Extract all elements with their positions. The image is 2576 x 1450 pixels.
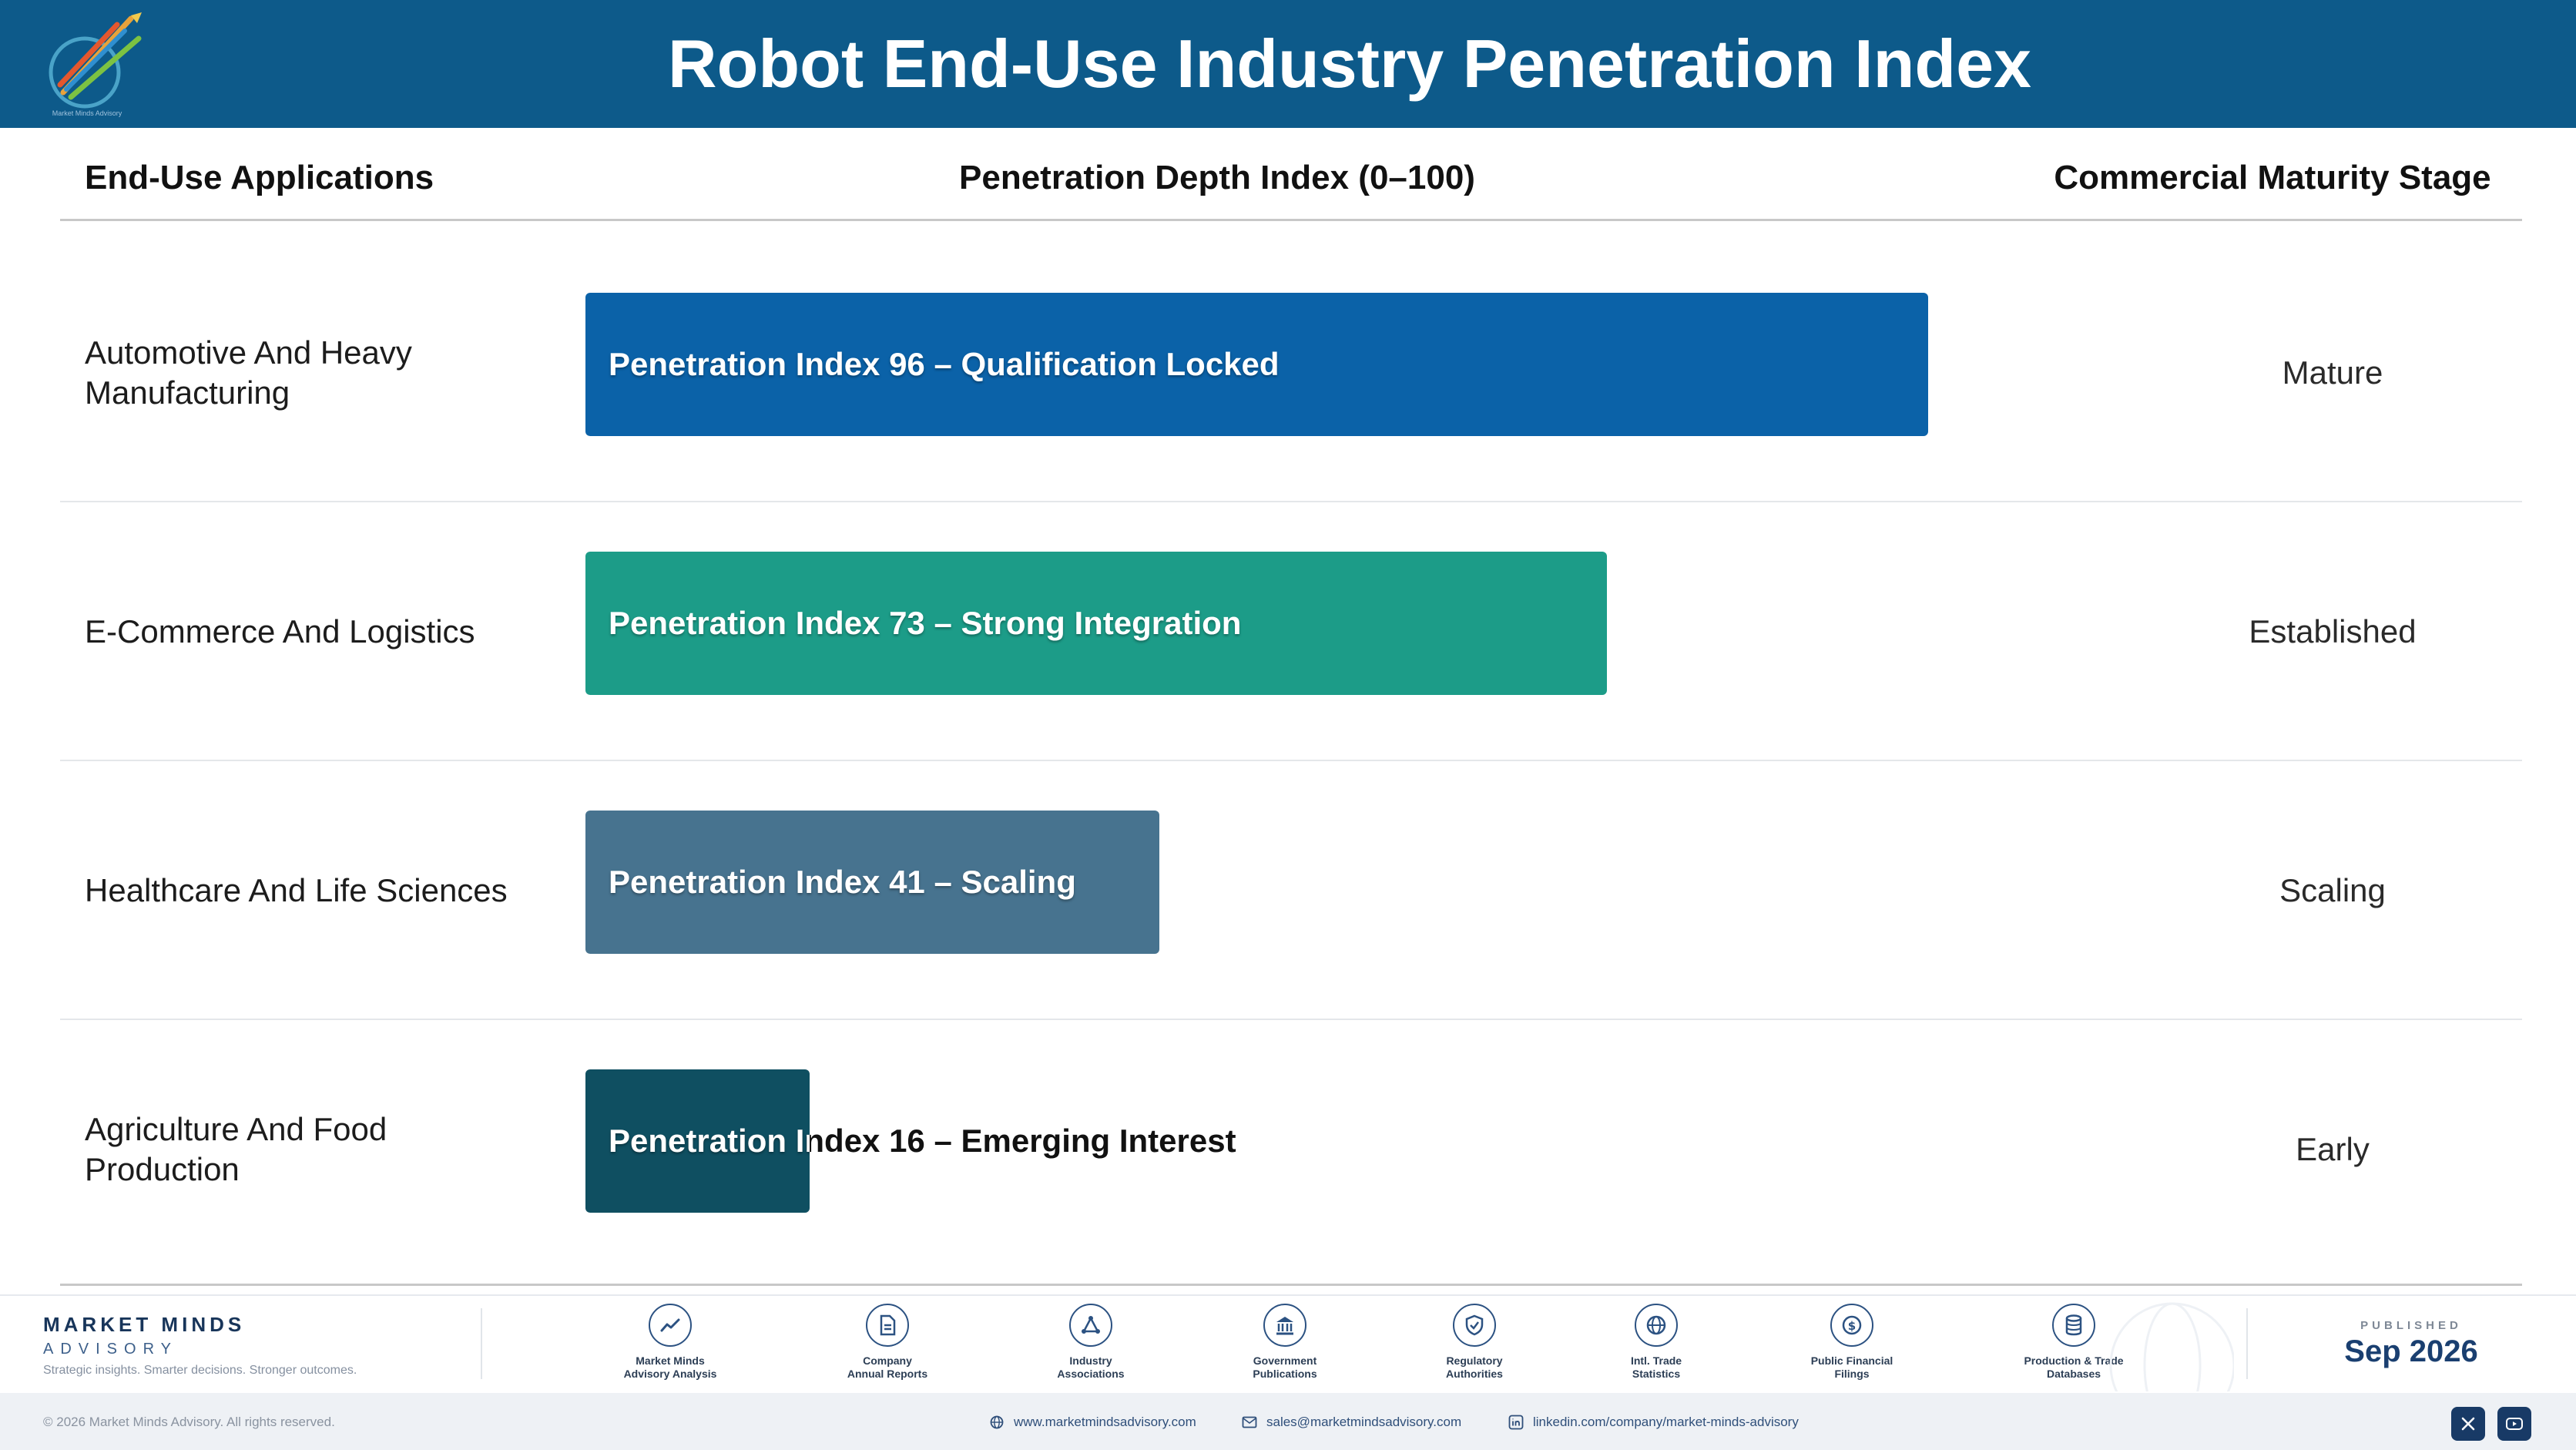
linkedin-icon	[1508, 1415, 1524, 1430]
source-label: Public Financial Filings	[1810, 1354, 1893, 1380]
bar-track: Penetration Index 73 – Strong Integratio…	[585, 552, 1984, 695]
source-item: Production & Trade Databases	[1997, 1304, 2151, 1381]
header-divider	[60, 219, 2522, 221]
mail-icon	[1242, 1416, 1257, 1428]
x-logo-icon	[2461, 1417, 2475, 1431]
source-item: $ Public Financial Filings	[1775, 1304, 1929, 1381]
footer-divider	[481, 1308, 482, 1379]
database-icon	[2052, 1304, 2095, 1347]
source-label: Production & Trade Databases	[2024, 1354, 2124, 1380]
logo-caption: Market Minds Advisory	[52, 109, 122, 117]
trend-line-icon	[649, 1304, 692, 1347]
source-item: Intl. Trade Statistics	[1579, 1304, 1733, 1381]
chart-row: E-Commerce And Logistics Penetration Ind…	[60, 502, 2522, 761]
footer-divider	[2246, 1308, 2248, 1379]
application-label: Automotive And Heavy Manufacturing	[85, 334, 412, 411]
source-label: Regulatory Authorities	[1446, 1354, 1503, 1380]
chart-row: Automotive And Heavy Manufacturing Penet…	[60, 243, 2522, 502]
bar	[585, 293, 1928, 436]
company-logo	[49, 12, 142, 109]
published-caption: PUBLISHED	[2360, 1319, 2462, 1332]
bar	[585, 552, 1607, 695]
row-divider	[60, 501, 2522, 502]
bar	[585, 1069, 810, 1213]
globe-watermark-icon	[2109, 1302, 2234, 1391]
source-label: Industry Associations	[1057, 1354, 1125, 1380]
svg-text:$: $	[1848, 1319, 1856, 1333]
brand-tagline: Strategic insights. Smarter decisions. S…	[43, 1364, 357, 1377]
bar-track: Penetration Index 16 – Emerging Interest…	[585, 1069, 1984, 1213]
row-divider	[60, 760, 2522, 761]
linkedin-link[interactable]: linkedin.com/company/market-minds-adviso…	[1508, 1393, 1799, 1450]
source-item: Market Minds Advisory Analysis	[593, 1304, 747, 1381]
source-item: Government Publications	[1208, 1304, 1362, 1381]
globe-icon	[1635, 1304, 1678, 1347]
maturity-stage: Scaling	[2279, 872, 2386, 908]
source-item: Industry Associations	[1014, 1304, 1168, 1381]
chart-bottom-divider	[60, 1284, 2522, 1286]
chart-row: Agriculture And Food Production Penetrat…	[60, 1020, 2522, 1279]
network-icon	[1069, 1304, 1112, 1347]
bar-label: Penetration Index 16 – Emerging Interest…	[609, 1069, 1236, 1213]
column-header-applications: End-Use Applications	[85, 159, 434, 196]
bar-track: Penetration Index 96 – Qualification Loc…	[585, 293, 1984, 436]
brand-subtitle: ADVISORY	[43, 1341, 178, 1358]
maturity-stage: Mature	[2282, 354, 2383, 391]
shield-check-icon	[1453, 1304, 1496, 1347]
globe-icon	[990, 1415, 1004, 1429]
footer: MARKET MINDS ADVISORY Strategic insights…	[0, 1294, 2576, 1450]
source-item: Company Annual Reports	[810, 1304, 964, 1381]
application-label: Agriculture And Food Production	[85, 1111, 387, 1187]
row-divider	[60, 1019, 2522, 1020]
source-label: Company Annual Reports	[847, 1354, 928, 1380]
column-header-index: Penetration Depth Index (0–100)	[959, 159, 1475, 196]
copyright-text: © 2026 Market Minds Advisory. All rights…	[43, 1415, 335, 1429]
coin-icon: $	[1830, 1304, 1873, 1347]
published-date: Sep 2026	[2344, 1334, 2478, 1368]
bar-label: Penetration Index 41 – Scaling	[609, 864, 1076, 900]
bar-label: Penetration Index 73 – Strong Integratio…	[609, 605, 1242, 641]
email-link[interactable]: sales@marketmindsadvisory.com	[1242, 1393, 1461, 1450]
brand-name: MARKET MINDS	[43, 1313, 246, 1336]
column-header-stage: Commercial Maturity Stage	[2054, 159, 2491, 196]
youtube-icon	[2506, 1418, 2523, 1430]
bar-track: Penetration Index 41 – Scaling	[585, 811, 1984, 954]
application-label: Healthcare And Life Sciences	[85, 872, 508, 908]
maturity-stage: Early	[2296, 1131, 2370, 1167]
bar	[585, 811, 1159, 954]
header-banner: Market Minds Advisory Robot End-Use Indu…	[0, 0, 2576, 128]
youtube-social-button[interactable]	[2497, 1407, 2531, 1441]
footer-bar: © 2026 Market Minds Advisory. All rights…	[0, 1393, 2576, 1450]
source-item: Regulatory Authorities	[1397, 1304, 1551, 1381]
chart-row: Healthcare And Life Sciences Penetration…	[60, 761, 2522, 1020]
maturity-stage: Established	[2249, 613, 2417, 649]
website-link[interactable]: www.marketmindsadvisory.com	[989, 1393, 1196, 1450]
bar-label: Penetration Index 96 – Qualification Loc…	[609, 346, 1280, 382]
government-building-icon	[1263, 1304, 1306, 1347]
source-label: Government Publications	[1253, 1354, 1317, 1380]
source-label: Market Minds Advisory Analysis	[623, 1354, 717, 1380]
bar-label-overlay: Penetration Index 16 – Emerging Interest	[609, 1123, 810, 1159]
application-label: E-Commerce And Logistics	[85, 613, 475, 649]
document-icon	[866, 1304, 909, 1347]
source-label: Intl. Trade Statistics	[1630, 1354, 1682, 1380]
page-title: Robot End-Use Industry Penetration Index	[668, 25, 2031, 102]
x-social-button[interactable]	[2451, 1407, 2485, 1441]
